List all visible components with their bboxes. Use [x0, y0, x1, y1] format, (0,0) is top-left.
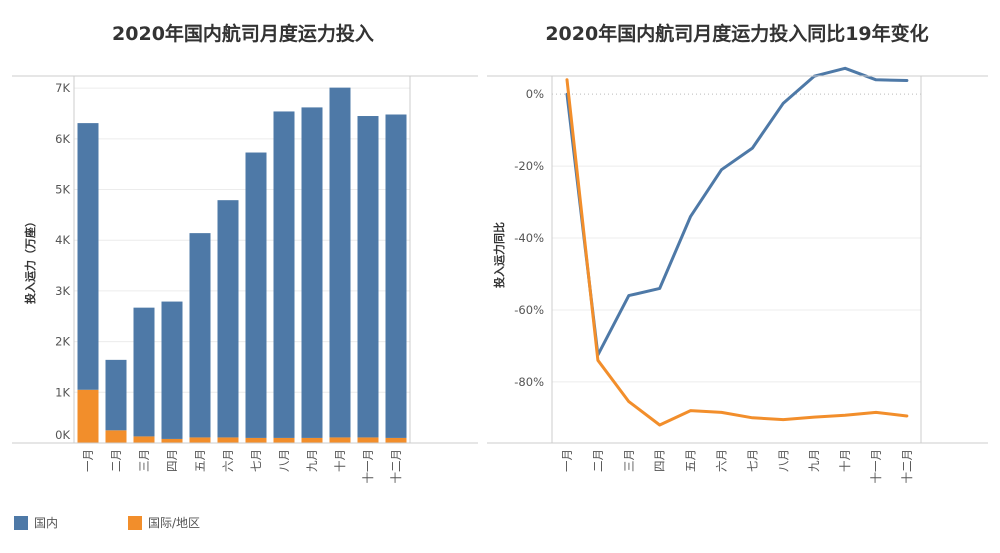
line-x-tick-label: 七月: [745, 449, 759, 472]
bar-domestic: [105, 359, 127, 431]
bar-x-tick-label: 五月: [193, 449, 207, 472]
bar-international: [161, 438, 183, 443]
line-series-domestic: [565, 66, 909, 357]
legend-label-domestic: 国内: [34, 516, 59, 530]
bar-international: [329, 437, 351, 443]
bar-domestic: [273, 111, 295, 438]
line-x-tick-label: 一月: [560, 449, 574, 472]
line-chart-gridlines: [552, 93, 921, 383]
line-chart-frame: [487, 75, 988, 444]
line-y-tick-label: -20%: [514, 159, 544, 173]
bar-y-tick-label: 1K: [55, 385, 70, 399]
bar-y-tick-label: 5K: [55, 183, 70, 197]
legend: 国内 国际/地区: [14, 514, 200, 531]
bar-domestic: [217, 200, 239, 438]
bar-y-tick-label: 0K: [55, 428, 70, 442]
bar-x-tick-label: 十月: [333, 449, 347, 472]
bar-international: [357, 437, 379, 443]
bar-international: [105, 430, 127, 443]
line-chart-y-axis-label: 投入运力同比: [492, 222, 506, 288]
bar-chart-y-axis-label: 投入运力（万座）: [23, 216, 37, 304]
bar-x-tick-label: 一月: [81, 449, 95, 472]
line-chart-title: 2020年国内航司月度运力投入同比19年变化: [545, 22, 928, 45]
legend-swatch-international: [128, 515, 143, 530]
line-chart: 2020年国内航司月度运力投入同比19年变化 0% -20% -40% -60% -80…: [487, 22, 988, 484]
legend-swatch-domestic: [14, 515, 28, 530]
bar-y-tick-label: 2K: [55, 335, 70, 349]
line-y-tick-label: -80%: [514, 375, 544, 389]
bar-chart-bars: [77, 87, 407, 443]
bar-x-tick-label: 十一月: [361, 449, 375, 484]
line-x-tick-label: 八月: [776, 449, 790, 472]
line-y-tick-label: -40%: [514, 231, 544, 245]
bar-x-tick-label: 二月: [109, 449, 123, 472]
bar-chart-gridlines: [74, 87, 410, 393]
bar-domestic: [189, 233, 211, 438]
bar-x-tick-label: 三月: [137, 449, 151, 472]
line-x-tick-label: 九月: [807, 449, 821, 472]
line-chart-x-ticks: 一月 二月 三月 四月 五月 六月 七月 八月 九月 十月 十一月 十二月: [560, 449, 914, 484]
bar-y-tick-label: 3K: [55, 284, 70, 298]
bar-x-tick-label: 九月: [305, 449, 319, 472]
bar-international: [77, 389, 99, 443]
bar-x-tick-label: 八月: [277, 449, 291, 472]
line-x-tick-label: 十月: [838, 449, 852, 472]
line-x-tick-label: 二月: [591, 449, 605, 472]
bar-chart: 2020年国内航司月度运力投入 0K 1K 2K 3K 4K 5K 6K 7K 一月 二月 三月四…: [12, 22, 478, 484]
bar-domestic: [133, 307, 155, 437]
bar-y-tick-label: 6K: [55, 132, 70, 146]
bar-chart-x-ticks: 一月 二月 三月 四月 五月 六月 七月 八月 九月 十月 十一月 十二月: [81, 449, 403, 484]
bar-chart-title: 2020年国内航司月度运力投入: [112, 22, 374, 45]
bar-international: [301, 437, 323, 443]
line-x-tick-label: 三月: [622, 449, 636, 472]
bar-chart-frame: [12, 75, 478, 444]
line-x-tick-label: 十一月: [869, 449, 883, 484]
bar-international: [133, 436, 155, 443]
line-x-tick-label: 十二月: [900, 449, 914, 484]
legend-item-international[interactable]: 国际/地区: [128, 514, 200, 531]
bar-x-tick-label: 十二月: [389, 449, 403, 484]
line-series-international: [565, 78, 909, 427]
line-x-tick-label: 四月: [653, 449, 667, 472]
bar-international: [385, 437, 407, 443]
bar-x-tick-label: 七月: [249, 449, 263, 472]
bar-international: [189, 437, 211, 443]
bar-x-tick-label: 六月: [221, 449, 235, 472]
bar-international: [273, 437, 295, 443]
line-chart-series: [565, 66, 909, 427]
line-chart-y-ticks: 0% -20% -40% -60% -80%: [514, 87, 544, 389]
legend-label-international: 国际/地区: [148, 516, 201, 530]
bar-international: [217, 437, 239, 443]
bar-y-tick-label: 7K: [55, 81, 70, 95]
line-y-tick-label: -60%: [514, 303, 544, 317]
bar-international: [245, 437, 267, 443]
line-x-tick-label: 六月: [715, 449, 729, 472]
bar-x-tick-label: 四月: [165, 449, 179, 472]
bar-chart-y-ticks: 0K 1K 2K 3K 4K 5K 6K 7K: [55, 81, 70, 442]
bar-domestic: [77, 123, 99, 390]
bar-domestic: [385, 114, 407, 438]
bar-domestic: [161, 301, 183, 439]
bar-y-tick-label: 4K: [55, 233, 70, 247]
line-y-tick-label: 0%: [526, 87, 544, 101]
legend-item-domestic[interactable]: 国内: [14, 514, 58, 531]
bar-domestic: [245, 152, 267, 438]
line-x-tick-label: 五月: [684, 449, 698, 472]
bar-domestic: [357, 116, 379, 438]
bar-domestic: [301, 107, 323, 438]
bar-domestic: [329, 87, 351, 438]
